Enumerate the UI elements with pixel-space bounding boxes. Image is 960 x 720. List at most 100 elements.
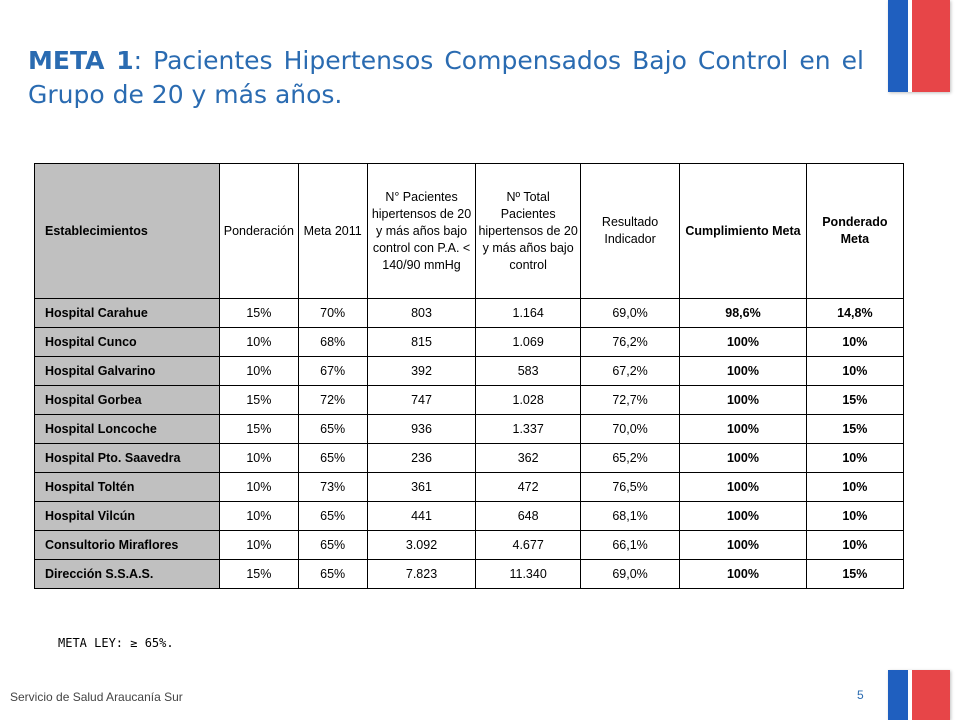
cell-meta: 65% (297, 530, 368, 560)
table-row: Consultorio Miraflores 10% 65% 3.092 4.677 66… (33, 530, 905, 560)
cell-establecimiento: Hospital Vilcún (33, 501, 221, 531)
cell-ponderacion: 15% (219, 559, 299, 589)
cell-meta: 72% (297, 385, 368, 415)
cell-meta: 65% (297, 501, 368, 531)
table-row: Hospital Loncoche 15% 65% 936 1.337 70,0% 100%… (33, 414, 905, 444)
cell-n-pacientes: 3.092 (366, 530, 477, 560)
cell-establecimiento: Dirección S.S.A.S. (33, 559, 221, 589)
table-body: Hospital Carahue 15% 70% 803 1.164 69,0% 98,6%… (33, 298, 905, 589)
cell-ponderacion: 10% (219, 530, 299, 560)
cell-ponderado: 14,8% (805, 298, 905, 328)
cell-n-total: 583 (475, 356, 581, 386)
cell-n-total: 648 (475, 501, 581, 531)
cell-cumplimiento: 100% (679, 530, 807, 560)
cell-n-pacientes: 936 (366, 414, 477, 444)
header-establecimientos: Establecimientos (33, 163, 221, 299)
cell-n-total: 1.337 (475, 414, 581, 444)
cell-n-pacientes: 392 (366, 356, 477, 386)
header-n-total: Nº Total Pacientes hipertensos de 20 y m… (475, 163, 581, 299)
meta-ley-note: META LEY: ≥ 65%. (58, 636, 174, 650)
cell-cumplimiento: 100% (679, 327, 807, 357)
cell-ponderado: 10% (805, 530, 905, 560)
cell-ponderacion: 10% (219, 443, 299, 473)
header-ponderacion: Ponderación (219, 163, 299, 299)
cell-resultado: 66,1% (579, 530, 681, 560)
header-n-pacientes: N° Pacientes hipertensos de 20 y más año… (366, 163, 477, 299)
cell-n-pacientes: 236 (366, 443, 477, 473)
cell-n-total: 1.164 (475, 298, 581, 328)
cell-resultado: 70,0% (579, 414, 681, 444)
cell-meta: 65% (297, 443, 368, 473)
header-cumplimiento: Cumplimiento Meta (679, 163, 807, 299)
header-meta: Meta 2011 (297, 163, 368, 299)
cell-ponderado: 15% (805, 414, 905, 444)
cell-establecimiento: Hospital Gorbea (33, 385, 221, 415)
cell-n-pacientes: 747 (366, 385, 477, 415)
cell-cumplimiento: 100% (679, 501, 807, 531)
page-number: 5 (857, 688, 864, 702)
cell-cumplimiento: 98,6% (679, 298, 807, 328)
table-row: Hospital Cunco 10% 68% 815 1.069 76,2% 100% 10% (33, 327, 905, 357)
cell-n-pacientes: 815 (366, 327, 477, 357)
cell-n-pacientes: 361 (366, 472, 477, 502)
footer-organization: Servicio de Salud Araucanía Sur (10, 690, 183, 704)
cell-ponderado: 10% (805, 327, 905, 357)
cell-n-total: 362 (475, 443, 581, 473)
cell-n-total: 4.677 (475, 530, 581, 560)
cell-resultado: 69,0% (579, 298, 681, 328)
cell-cumplimiento: 100% (679, 443, 807, 473)
cell-n-total: 472 (475, 472, 581, 502)
cell-ponderado: 10% (805, 501, 905, 531)
header-ponderado: Ponderado Meta (805, 163, 905, 299)
cell-ponderacion: 10% (219, 501, 299, 531)
cell-cumplimiento: 100% (679, 385, 807, 415)
cell-n-pacientes: 441 (366, 501, 477, 531)
cell-meta: 70% (297, 298, 368, 328)
slide-title: META 1: Pacientes Hipertensos Compensado… (28, 44, 864, 112)
cell-establecimiento: Hospital Cunco (33, 327, 221, 357)
cell-ponderacion: 10% (219, 327, 299, 357)
cell-resultado: 67,2% (579, 356, 681, 386)
title-rest: : Pacientes Hipertensos Compensados Bajo… (28, 46, 865, 109)
cell-resultado: 69,0% (579, 559, 681, 589)
cell-ponderacion: 10% (219, 472, 299, 502)
cell-n-total: 1.069 (475, 327, 581, 357)
cell-cumplimiento: 100% (679, 559, 807, 589)
header-resultado: Resultado Indicador (579, 163, 681, 299)
cell-n-pacientes: 7.823 (366, 559, 477, 589)
cell-ponderacion: 15% (219, 385, 299, 415)
cell-ponderado: 10% (805, 472, 905, 502)
cell-ponderacion: 15% (219, 298, 299, 328)
cell-meta: 68% (297, 327, 368, 357)
cell-establecimiento: Hospital Loncoche (33, 414, 221, 444)
cell-resultado: 72,7% (579, 385, 681, 415)
cell-ponderado: 10% (805, 356, 905, 386)
cell-ponderacion: 15% (219, 414, 299, 444)
table-row: Hospital Pto. Saavedra 10% 65% 236 362 65,2% 1… (33, 443, 905, 473)
cell-establecimiento: Consultorio Miraflores (33, 530, 221, 560)
cell-establecimiento: Hospital Pto. Saavedra (33, 443, 221, 473)
cell-n-total: 11.340 (475, 559, 581, 589)
cell-resultado: 76,5% (579, 472, 681, 502)
table-row: Hospital Toltén 10% 73% 361 472 76,5% 100% 10% (33, 472, 905, 502)
cell-cumplimiento: 100% (679, 356, 807, 386)
table-row: Hospital Vilcún 10% 65% 441 648 68,1% 100% 10% (33, 501, 905, 531)
meta-table: Establecimientos Ponderación Meta 2011 N… (33, 163, 905, 589)
cell-cumplimiento: 100% (679, 472, 807, 502)
cell-ponderado: 10% (805, 443, 905, 473)
table-row: Hospital Galvarino 10% 67% 392 583 67,2% 100% 1… (33, 356, 905, 386)
table-row: Hospital Carahue 15% 70% 803 1.164 69,0% 98,6%… (33, 298, 905, 328)
title-bold: META 1 (28, 46, 134, 75)
cell-resultado: 65,2% (579, 443, 681, 473)
cell-establecimiento: Hospital Toltén (33, 472, 221, 502)
cell-ponderacion: 10% (219, 356, 299, 386)
cell-ponderado: 15% (805, 385, 905, 415)
chile-flag-stripe-bottom (888, 670, 950, 720)
cell-meta: 65% (297, 559, 368, 589)
cell-meta: 73% (297, 472, 368, 502)
cell-establecimiento: Hospital Galvarino (33, 356, 221, 386)
cell-ponderado: 15% (805, 559, 905, 589)
cell-resultado: 76,2% (579, 327, 681, 357)
cell-n-total: 1.028 (475, 385, 581, 415)
cell-establecimiento: Hospital Carahue (33, 298, 221, 328)
